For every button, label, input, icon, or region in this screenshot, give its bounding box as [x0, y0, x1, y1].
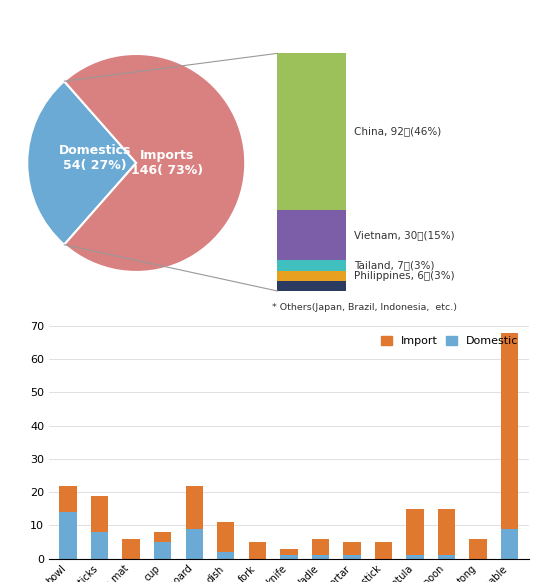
Bar [343, 542, 361, 555]
Text: Domestics
54( 27%): Domestics 54( 27%) [59, 144, 131, 172]
Bar [154, 532, 171, 542]
Bar [185, 485, 203, 529]
Bar [501, 332, 518, 529]
Text: Vietnam, 30건(15%): Vietnam, 30건(15%) [354, 230, 455, 240]
Wedge shape [27, 81, 136, 244]
Bar [217, 522, 234, 552]
Bar [343, 555, 361, 559]
Bar [312, 555, 329, 559]
Bar [123, 539, 140, 559]
Bar [469, 539, 487, 559]
Text: China, 92건(46%): China, 92건(46%) [354, 126, 441, 136]
Bar [312, 539, 329, 555]
Bar [501, 529, 518, 559]
Bar [154, 542, 171, 559]
Text: * Others(Japan, Brazil, Indonesia,  etc.): * Others(Japan, Brazil, Indonesia, etc.) [272, 303, 457, 312]
Bar [277, 54, 346, 210]
Bar [59, 485, 77, 512]
Text: Philippines, 6건(3%): Philippines, 6건(3%) [354, 271, 455, 281]
Bar [407, 509, 424, 555]
Text: Imports
146( 73%): Imports 146( 73%) [131, 149, 203, 177]
Bar [277, 261, 346, 271]
Bar [407, 555, 424, 559]
Bar [91, 532, 108, 559]
Bar [280, 555, 298, 559]
Bar [185, 529, 203, 559]
Bar [249, 542, 266, 559]
Wedge shape [64, 54, 245, 272]
Bar [59, 512, 77, 559]
Bar [438, 509, 455, 555]
Bar [280, 549, 298, 555]
Bar [217, 552, 234, 559]
Legend: Import, Domestic: Import, Domestic [376, 332, 523, 351]
Bar [277, 210, 346, 261]
Bar [438, 555, 455, 559]
Text: Tailand, 7건(3%): Tailand, 7건(3%) [354, 261, 434, 271]
Bar [91, 495, 108, 532]
Bar [375, 542, 392, 559]
Bar [277, 271, 346, 281]
Bar [277, 281, 346, 291]
